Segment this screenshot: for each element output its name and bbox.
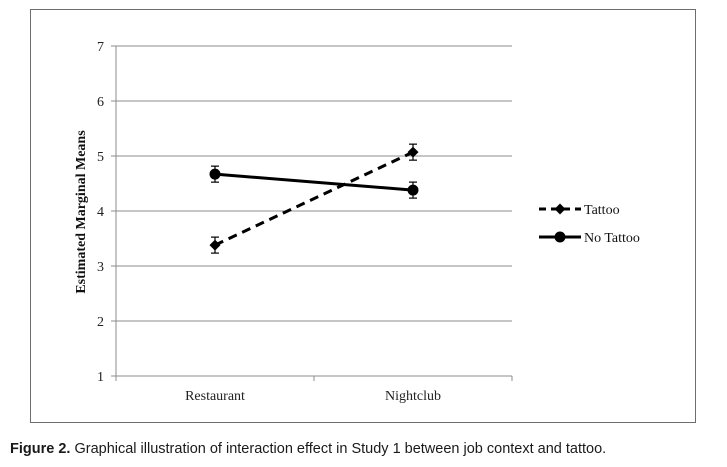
series-line-no-tattoo (214, 172, 414, 192)
data-point-tattoo-1 (407, 146, 419, 158)
legend-marker-no-tattoo (554, 231, 566, 243)
data-point-tattoo-0 (209, 239, 221, 251)
y-tick-labels: 1 2 3 4 5 6 7 (97, 40, 104, 385)
y-tick-label-7: 7 (97, 40, 104, 55)
series-lines (209, 143, 419, 254)
y-tick-label-5: 5 (97, 150, 104, 165)
x-tick-label-restaurant: Restaurant (185, 389, 245, 404)
legend-label-tattoo: Tattoo (584, 203, 620, 218)
gridlines (116, 45, 512, 322)
figure-caption: Figure 2. Graphical illustration of inte… (10, 441, 725, 457)
chart-frame (30, 9, 696, 423)
caption-text: Graphical illustration of interaction ef… (74, 441, 607, 457)
y-tick-label-3: 3 (97, 260, 104, 275)
y-tick-label-4: 4 (97, 205, 104, 220)
axes (111, 45, 513, 381)
y-tick-label-6: 6 (97, 95, 104, 110)
series-line-tattoo (214, 150, 414, 247)
legend-label-no-tattoo: No Tattoo (584, 231, 640, 246)
x-tick-label-nightclub: Nightclub (385, 389, 441, 404)
x-tick-labels: Restaurant Nightclub (185, 389, 441, 404)
legend-marker-tattoo (554, 203, 566, 215)
data-point-no-tattoo-1 (407, 184, 419, 196)
y-tick-label-1: 1 (97, 370, 104, 385)
y-tick-label-2: 2 (97, 315, 104, 330)
y-axis-title: Estimated Marginal Means (74, 130, 89, 294)
caption-label: Figure 2. (10, 441, 71, 457)
data-point-no-tattoo-0 (209, 168, 221, 180)
legend: Tattoo No Tattoo (539, 203, 640, 246)
